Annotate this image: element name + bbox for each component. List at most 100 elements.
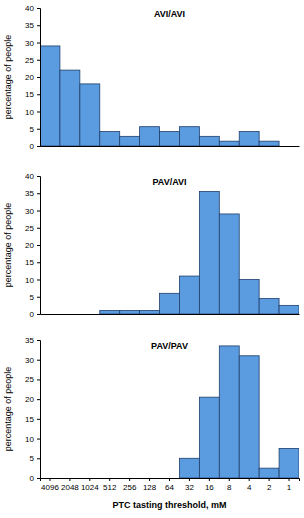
bar (80, 84, 100, 146)
y-tick: 25 (25, 224, 40, 233)
x-tick-mark (149, 478, 150, 481)
bar (100, 478, 120, 479)
bar (199, 136, 219, 146)
x-tick: 16 (205, 478, 214, 492)
bar (219, 141, 239, 146)
figure: 0510152025303540AVI/AVIpercentage of peo… (0, 0, 304, 518)
y-tick-label: 15 (25, 258, 34, 267)
y-tick-label: 10 (25, 435, 34, 444)
panel-title: PAV/PAV (151, 341, 188, 351)
panel-title: AVI/AVI (154, 9, 185, 19)
x-axis-title: PTC tasting threshold, mM (112, 500, 226, 510)
panel: 0510152025303540AVI/AVIpercentage of peo… (3, 4, 300, 151)
y-tick-label: 20 (25, 395, 34, 404)
bar (60, 70, 80, 146)
bar (160, 478, 180, 479)
bar (60, 478, 80, 479)
x-tick-label: 64 (165, 483, 174, 492)
bar (60, 314, 80, 315)
bar (140, 311, 160, 314)
y-axis-line (37, 177, 41, 315)
bar (279, 448, 299, 478)
bar (80, 314, 100, 315)
y-tick-label: 30 (25, 207, 34, 216)
bar (120, 311, 140, 314)
y-tick-mark (37, 379, 40, 380)
y-tick-mark (37, 129, 40, 130)
x-axis-line (41, 146, 300, 147)
y-tick-mark (37, 360, 40, 361)
y-tick-mark (37, 77, 40, 78)
y-tick-label: 30 (25, 39, 34, 48)
bar (259, 468, 279, 478)
y-tick: 35 (25, 21, 40, 30)
x-tick: 2048 (61, 478, 79, 492)
y-tick: 5 (30, 125, 40, 134)
bar (40, 46, 60, 146)
y-tick: 20 (25, 241, 40, 250)
y-tick-label: 40 (25, 172, 34, 181)
bar (259, 141, 279, 146)
bar (239, 132, 259, 146)
panel-title: PAV/AVI (152, 177, 186, 187)
y-tick-mark (37, 262, 40, 263)
y-tick-label: 35 (25, 21, 34, 30)
x-tick: 4096 (41, 478, 59, 492)
y-tick-mark (37, 146, 40, 147)
y-tick-label: 0 (30, 474, 35, 483)
y-tick: 5 (30, 293, 40, 302)
y-tick-mark (37, 280, 40, 281)
y-tick: 20 (25, 73, 40, 82)
x-tick-mark (49, 478, 50, 481)
bar (179, 458, 199, 478)
y-tick-label: 0 (30, 310, 35, 319)
y-axis-line (37, 9, 41, 147)
bar (40, 478, 60, 479)
x-tick: 1024 (81, 478, 99, 492)
x-tick-mark (69, 478, 70, 481)
x-tick-label: 2 (267, 483, 272, 492)
x-tick-mark (109, 478, 110, 481)
y-tick: 15 (25, 258, 40, 267)
x-axis (41, 314, 300, 316)
y-tick-label: 10 (25, 276, 34, 285)
bar (219, 346, 239, 478)
bar (120, 136, 140, 146)
y-tick: 30 (25, 356, 40, 365)
x-axis (41, 146, 300, 148)
y-tick: 25 (25, 56, 40, 65)
y-tick-label: 15 (25, 90, 34, 99)
x-tick-label: 1 (287, 483, 292, 492)
x-tick-mark (129, 478, 130, 481)
y-tick-mark (37, 439, 40, 440)
y-tick-mark (37, 211, 40, 212)
y-tick-label: 30 (25, 356, 34, 365)
x-tick-mark (89, 478, 90, 481)
y-axis: 05101520253035 (25, 336, 40, 483)
y-tick: 0 (30, 474, 40, 483)
y-tick-mark (37, 176, 40, 177)
y-tick-label: 20 (25, 241, 34, 250)
x-tick-label: 16 (205, 483, 214, 492)
bars (179, 346, 299, 478)
x-tick: 256 (123, 478, 137, 492)
bar (219, 214, 239, 314)
y-tick-mark (37, 25, 40, 26)
y-tick-label: 40 (25, 4, 34, 13)
y-axis-line (37, 341, 41, 479)
y-tick: 35 (25, 189, 40, 198)
y-tick-label: 5 (30, 125, 35, 134)
y-tick: 25 (25, 375, 40, 384)
y-tick-label: 25 (25, 224, 34, 233)
x-tick-label: 32 (185, 483, 194, 492)
x-tick-label: 256 (123, 483, 137, 492)
x-tick-mark (249, 478, 250, 481)
bar (199, 397, 219, 478)
y-tick-mark (37, 94, 40, 95)
bar (179, 276, 199, 314)
y-tick-label: 35 (25, 189, 34, 198)
bar (239, 280, 259, 315)
x-tick-label: 512 (103, 483, 117, 492)
y-tick-label: 5 (30, 454, 35, 463)
y-tick: 15 (25, 415, 40, 424)
